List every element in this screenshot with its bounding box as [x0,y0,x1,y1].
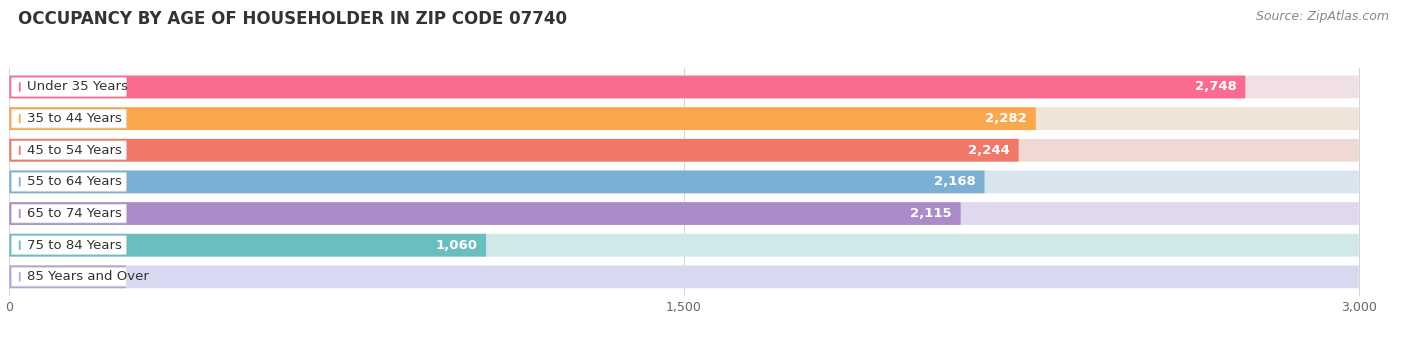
Text: 259: 259 [90,270,117,283]
FancyBboxPatch shape [10,234,486,257]
Text: 65 to 74 Years: 65 to 74 Years [27,207,122,220]
Text: 1,060: 1,060 [434,239,477,252]
Text: 45 to 54 Years: 45 to 54 Years [27,144,122,157]
FancyBboxPatch shape [10,202,960,225]
FancyBboxPatch shape [11,78,127,96]
FancyBboxPatch shape [10,234,1358,257]
FancyBboxPatch shape [10,107,1036,130]
Text: OCCUPANCY BY AGE OF HOUSEHOLDER IN ZIP CODE 07740: OCCUPANCY BY AGE OF HOUSEHOLDER IN ZIP C… [18,10,567,28]
Text: 75 to 84 Years: 75 to 84 Years [27,239,122,252]
FancyBboxPatch shape [11,268,127,286]
FancyBboxPatch shape [10,171,1358,193]
FancyBboxPatch shape [10,139,1358,162]
FancyBboxPatch shape [10,202,1358,225]
Text: 2,244: 2,244 [967,144,1010,157]
FancyBboxPatch shape [11,173,127,191]
FancyBboxPatch shape [11,204,127,223]
FancyBboxPatch shape [10,75,1246,98]
Text: 2,748: 2,748 [1195,81,1236,94]
FancyBboxPatch shape [11,236,127,255]
Text: 85 Years and Over: 85 Years and Over [27,270,149,283]
Text: 2,115: 2,115 [910,207,952,220]
FancyBboxPatch shape [10,266,1358,288]
Text: 55 to 64 Years: 55 to 64 Years [27,175,122,188]
FancyBboxPatch shape [10,107,1358,130]
Text: 35 to 44 Years: 35 to 44 Years [27,112,122,125]
Text: 2,168: 2,168 [934,175,976,188]
FancyBboxPatch shape [10,75,1358,98]
Text: 2,282: 2,282 [986,112,1026,125]
FancyBboxPatch shape [11,141,127,159]
FancyBboxPatch shape [10,171,984,193]
FancyBboxPatch shape [11,109,127,128]
Text: Source: ZipAtlas.com: Source: ZipAtlas.com [1256,10,1389,23]
FancyBboxPatch shape [10,139,1019,162]
Text: Under 35 Years: Under 35 Years [27,81,128,94]
FancyBboxPatch shape [10,266,125,288]
